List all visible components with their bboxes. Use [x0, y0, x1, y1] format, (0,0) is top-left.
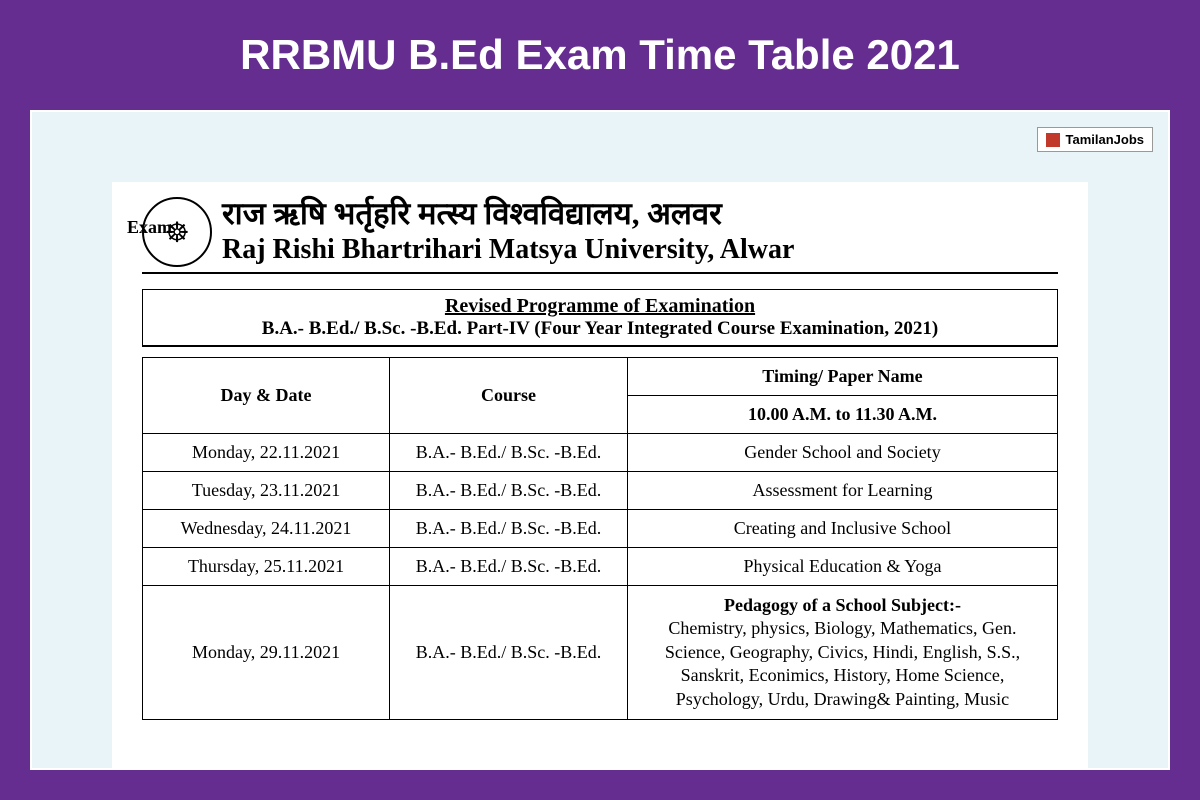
pedagogy-detail: Chemistry, physics, Biology, Mathematics…	[638, 617, 1047, 711]
cell-paper: Assessment for Learning	[627, 472, 1057, 510]
cell-course: B.A.- B.Ed./ B.Sc. -B.Ed.	[390, 434, 628, 472]
table-header-row: Day & Date Course Timing/ Paper Name	[143, 358, 1058, 396]
cell-date: Tuesday, 23.11.2021	[143, 472, 390, 510]
table-row: Thursday, 25.11.2021 B.A.- B.Ed./ B.Sc. …	[143, 548, 1058, 586]
cell-course: B.A.- B.Ed./ B.Sc. -B.Ed.	[390, 510, 628, 548]
programme-subtitle: B.A.- B.Ed./ B.Sc. -B.Ed. Part-IV (Four …	[148, 318, 1052, 340]
site-badge: TamilanJobs	[1037, 127, 1153, 152]
column-header-timing: Timing/ Paper Name	[627, 358, 1057, 396]
cell-date: Monday, 22.11.2021	[143, 434, 390, 472]
cell-date: Thursday, 25.11.2021	[143, 548, 390, 586]
cell-paper: Creating and Inclusive School	[627, 510, 1057, 548]
cell-course: B.A.- B.Ed./ B.Sc. -B.Ed.	[390, 548, 628, 586]
cell-paper: Physical Education & Yoga	[627, 548, 1057, 586]
university-name-hindi: राज ऋषि भर्तृहरि मत्स्य विश्वविद्यालय, अ…	[222, 192, 1058, 234]
cell-paper: Gender School and Society	[627, 434, 1057, 472]
exam-timetable: Day & Date Course Timing/ Paper Name 10.…	[142, 357, 1058, 720]
programme-title: Revised Programme of Examination	[148, 295, 1052, 318]
university-names: राज ऋषि भर्तृहरि मत्स्य विश्वविद्यालय, अ…	[222, 192, 1058, 266]
timing-value: 10.00 A.M. to 11.30 A.M.	[627, 396, 1057, 434]
university-name-english: Raj Rishi Bhartrihari Matsya University,…	[222, 234, 1058, 266]
cell-course: B.A.- B.Ed./ B.Sc. -B.Ed.	[390, 586, 628, 720]
document-area: Exam ☸ राज ऋषि भर्तृहरि मत्स्य विश्वविद्…	[112, 182, 1088, 770]
programme-title-box: Revised Programme of Examination B.A.- B…	[142, 289, 1058, 347]
cell-date: Monday, 29.11.2021	[143, 586, 390, 720]
badge-text: TamilanJobs	[1065, 132, 1144, 147]
cell-course: B.A.- B.Ed./ B.Sc. -B.Ed.	[390, 472, 628, 510]
column-header-course: Course	[390, 358, 628, 434]
pedagogy-title: Pedagogy of a School Subject:-	[638, 594, 1047, 617]
content-frame: TamilanJobs Exam ☸ राज ऋषि भर्तृहरि मत्स…	[30, 110, 1170, 770]
table-row: Monday, 22.11.2021 B.A.- B.Ed./ B.Sc. -B…	[143, 434, 1058, 472]
table-row: Wednesday, 24.11.2021 B.A.- B.Ed./ B.Sc.…	[143, 510, 1058, 548]
page-title: RRBMU B.Ed Exam Time Table 2021	[240, 31, 960, 79]
column-header-date: Day & Date	[143, 358, 390, 434]
table-row: Tuesday, 23.11.2021 B.A.- B.Ed./ B.Sc. -…	[143, 472, 1058, 510]
exam-label: Exam	[127, 217, 172, 238]
page-container: RRBMU B.Ed Exam Time Table 2021 TamilanJ…	[0, 0, 1200, 800]
cell-paper-pedagogy: Pedagogy of a School Subject:- Chemistry…	[627, 586, 1057, 720]
badge-icon	[1046, 133, 1060, 147]
university-header: ☸ राज ऋषि भर्तृहरि मत्स्य विश्वविद्यालय,…	[142, 192, 1058, 274]
title-bar: RRBMU B.Ed Exam Time Table 2021	[0, 0, 1200, 110]
cell-date: Wednesday, 24.11.2021	[143, 510, 390, 548]
table-row: Monday, 29.11.2021 B.A.- B.Ed./ B.Sc. -B…	[143, 586, 1058, 720]
